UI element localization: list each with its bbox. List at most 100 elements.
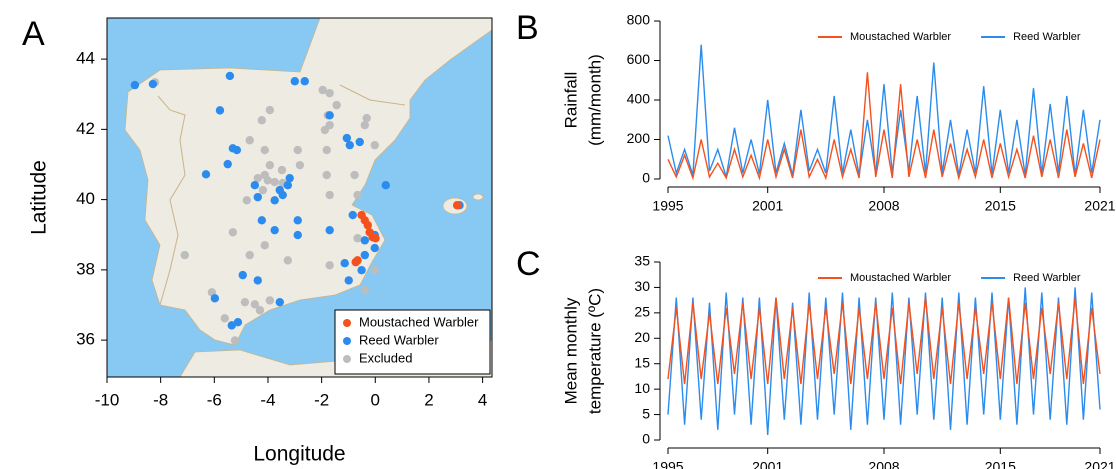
point: [360, 236, 370, 245]
x-tick-label: -6: [207, 390, 222, 409]
x-tick-label: -4: [260, 390, 275, 409]
point: [325, 88, 334, 98]
legend-label: Moustached Warbler: [850, 272, 951, 284]
point: [300, 77, 309, 86]
point: [360, 286, 370, 295]
point: [277, 165, 287, 175]
map-frame: [106, 17, 493, 378]
point: [325, 111, 334, 120]
point: [233, 318, 243, 327]
point: [223, 159, 232, 169]
x-tick-label: -2: [314, 390, 329, 409]
legend-label: Moustached Warbler: [359, 314, 479, 329]
point: [253, 192, 262, 202]
panel-label: C: [516, 245, 541, 283]
point: [250, 300, 260, 309]
legend-label: Reed Warbler: [1013, 272, 1081, 284]
point: [245, 136, 254, 145]
y-tick-label: 36: [76, 330, 95, 349]
x-tick-label: -8: [153, 390, 168, 409]
point: [257, 116, 267, 125]
point: [293, 230, 302, 240]
point: [353, 256, 362, 265]
y-tick-label: 10: [634, 380, 650, 396]
point: [260, 241, 269, 250]
point: [370, 243, 379, 253]
point: [293, 216, 302, 225]
point: [210, 294, 220, 303]
point: [370, 266, 379, 275]
point: [285, 173, 294, 183]
point: [360, 250, 370, 260]
x-tick-label: 2001: [752, 198, 783, 214]
legend-label: Reed Warbler: [1013, 31, 1081, 43]
x-tick-label: 1995: [652, 198, 683, 214]
point: [318, 85, 327, 95]
point: [295, 160, 305, 170]
point: [348, 210, 357, 220]
legend-marker: [343, 319, 351, 327]
y-axis-label: Rainfall: [561, 72, 580, 129]
point: [180, 250, 190, 260]
point: [325, 190, 334, 200]
point: [320, 125, 330, 135]
point: [357, 266, 366, 275]
point: [353, 234, 362, 243]
point: [290, 77, 300, 86]
point: [230, 336, 240, 345]
point: [225, 71, 235, 81]
point: [283, 181, 293, 190]
x-tick-label: 2001: [752, 459, 783, 469]
point: [130, 80, 140, 90]
point: [265, 105, 275, 115]
point: [340, 258, 349, 268]
y-tick-label: 400: [627, 91, 651, 107]
point: [345, 140, 355, 150]
point: [353, 190, 362, 200]
point: [322, 145, 331, 155]
point: [325, 225, 334, 235]
y-tick-label: 40: [76, 189, 95, 208]
y-tick-label: 15: [634, 354, 650, 370]
x-tick-label: 2015: [985, 459, 1016, 469]
legend-label: Moustached Warbler: [850, 31, 951, 43]
point: [344, 276, 353, 285]
point: [370, 140, 379, 150]
series-line: [667, 297, 1101, 385]
legend-label: Reed Warbler: [359, 332, 439, 347]
point: [255, 306, 265, 315]
x-tick-label: 2: [424, 390, 433, 409]
y-tick-label: 5: [642, 405, 650, 421]
y-tick-label: 38: [76, 259, 95, 278]
point: [270, 177, 279, 187]
y-axis-label: Mean monthly: [561, 297, 580, 404]
y-tick-label: 20: [634, 329, 650, 345]
point: [228, 228, 238, 237]
point: [283, 256, 293, 265]
point: [242, 196, 251, 205]
border: [339, 84, 406, 106]
point: [278, 190, 287, 200]
point: [332, 100, 341, 110]
x-tick-label: 2021: [1084, 198, 1115, 214]
point: [265, 160, 275, 170]
point: [253, 173, 262, 183]
point: [215, 106, 225, 115]
point: [253, 276, 262, 285]
point: [381, 181, 390, 190]
point: [257, 216, 267, 225]
point: [355, 137, 364, 147]
point: [220, 314, 229, 323]
y-tick-label: 800: [627, 12, 651, 28]
x-tick-label: -10: [95, 390, 120, 409]
x-tick-label: 2008: [868, 198, 899, 214]
y-tick-label: 600: [627, 51, 651, 67]
point: [240, 297, 250, 307]
x-tick-label: 2008: [868, 459, 899, 469]
x-axis-label: Longitude: [253, 443, 345, 466]
x-tick-label: 2015: [985, 198, 1016, 214]
panel-label: A: [22, 15, 45, 53]
y-axis-label: temperature (ºC): [585, 288, 604, 414]
